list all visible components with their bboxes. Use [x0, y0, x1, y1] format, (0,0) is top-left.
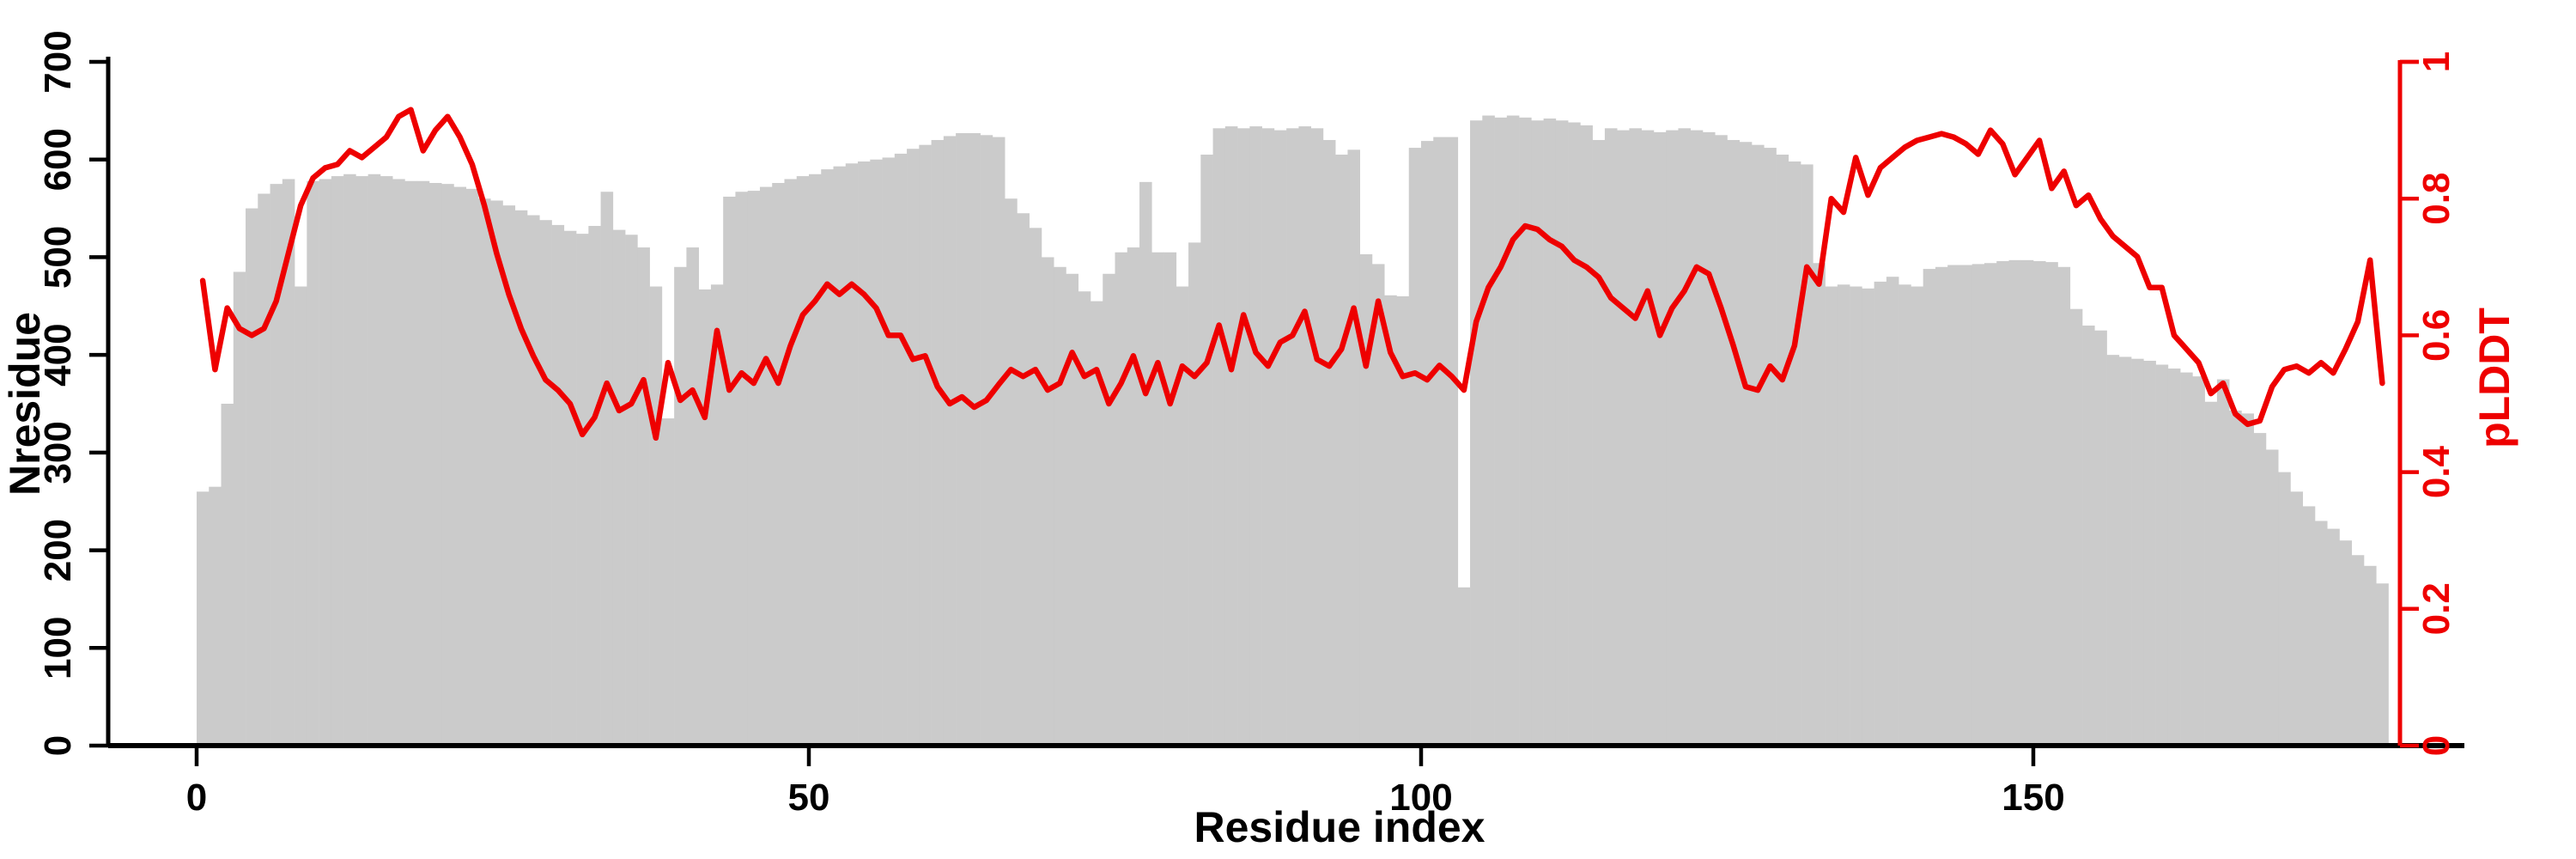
- left-tick-label: 300: [37, 421, 79, 484]
- left-tick-label: 700: [37, 30, 79, 93]
- x-tick-label: 150: [2002, 777, 2064, 819]
- right-tick-label: 1: [2415, 52, 2458, 72]
- x-tick-label: 50: [788, 777, 830, 819]
- y-axis-title-left: Nresidue: [1, 312, 49, 496]
- nresidue-bars: [197, 115, 2389, 746]
- right-tick-label: 0.2: [2415, 582, 2458, 635]
- left-tick-label: 500: [37, 226, 79, 289]
- bottom-axis: 0 50 100 150: [108, 743, 2464, 819]
- right-axis: 0 0.2 0.4 0.6 0.8 1: [2397, 52, 2458, 756]
- x-tick-label: 0: [186, 777, 207, 819]
- y-axis-title-right: pLDDT: [2470, 308, 2518, 448]
- left-tick-label: 100: [37, 617, 79, 679]
- right-tick-label: 0.8: [2415, 173, 2458, 225]
- left-tick-label: 200: [37, 519, 79, 582]
- x-axis-title: Residue index: [1194, 803, 1485, 851]
- right-tick-label: 0.4: [2415, 445, 2458, 498]
- plddt-line: [199, 107, 2385, 442]
- left-axis: 0 100 200 300 400 500 600 700: [37, 30, 111, 756]
- left-tick-label: 400: [37, 323, 79, 386]
- left-tick-label: 600: [37, 128, 79, 191]
- right-tick-label: 0.6: [2415, 309, 2458, 362]
- x-tick-label: 100: [1389, 777, 1452, 819]
- right-tick-label: 0: [2415, 735, 2458, 756]
- left-tick-label: 0: [37, 735, 79, 756]
